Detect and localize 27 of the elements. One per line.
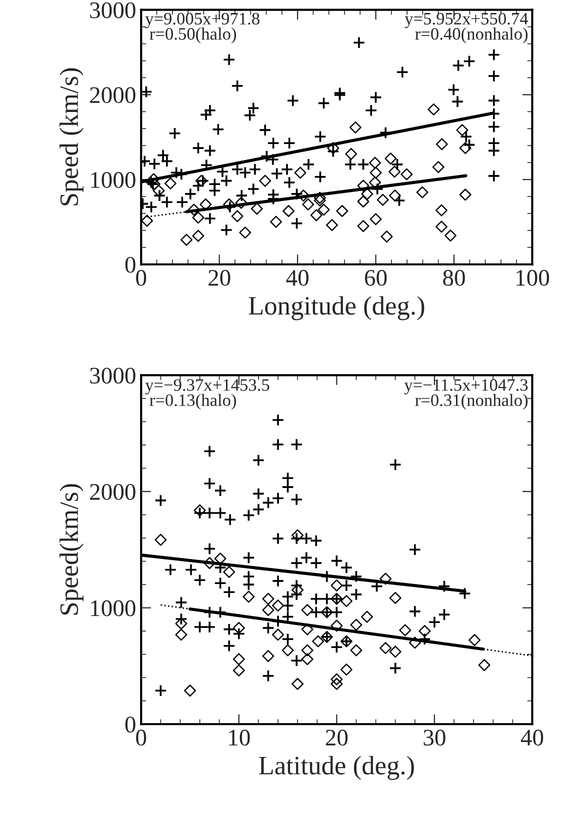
x-tick-label: 20: [208, 270, 230, 286]
y-tick-label: 1000: [91, 172, 136, 188]
annotation: y=9.005x+971.8 r=0.50(halo): [145, 12, 260, 44]
x-tick-label: 40: [520, 730, 544, 746]
y-axis-title: Speed (km/s): [60, 68, 84, 206]
x-axis-title: Longitude (deg.): [248, 296, 424, 320]
y-tick-label: 3000: [90, 368, 136, 384]
x-tick-label: 0: [136, 270, 146, 286]
annotation: y=−11.5x+1047.3 r=0.31(nonhalo): [404, 379, 528, 410]
y-tick-label: 2000: [90, 484, 136, 500]
y-tick-label: 1000: [91, 600, 136, 616]
y-tick-label: 2000: [90, 87, 136, 104]
y-axis-title: Speed(km/s): [60, 484, 84, 615]
annotation: y=−9.37x+1453.5 r=0.13(halo): [145, 379, 270, 410]
x-axis-title: Latitude (deg.): [259, 756, 414, 780]
x-tick-label: 0: [136, 730, 146, 746]
y-tick-label: 0: [125, 716, 136, 733]
x-tick-label: 20: [326, 730, 348, 746]
y-tick-label: 3000: [90, 2, 136, 18]
x-tick-label: 100: [516, 270, 550, 286]
y-tick-label: 0: [125, 256, 136, 273]
x-tick-label: 30: [424, 730, 446, 746]
annotation: y=5.952x+550.74 r=0.40(nonhalo): [404, 12, 528, 44]
x-tick-label: 40: [286, 270, 308, 286]
x-tick-label: 10: [229, 730, 250, 746]
x-tick-label: 60: [364, 270, 387, 286]
x-tick-label: 80: [443, 270, 465, 286]
